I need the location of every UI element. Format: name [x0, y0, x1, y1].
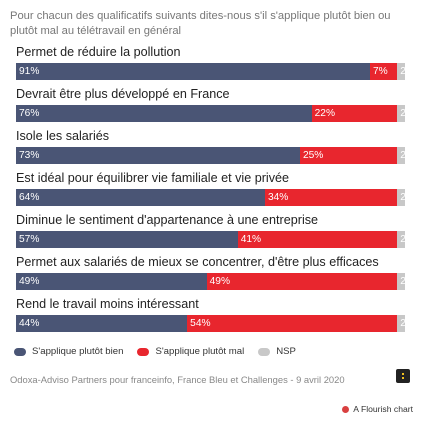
bar-segment[interactable]	[311, 105, 398, 122]
bar-value-label: 73%	[19, 150, 40, 161]
category-label: Rend le travail moins intéressant	[16, 297, 199, 311]
bar-value-label: 57%	[19, 234, 40, 245]
bar-value-label: 2	[400, 234, 406, 245]
bar-value-label: 76%	[19, 108, 40, 119]
bar-segment[interactable]	[16, 147, 300, 164]
bar-value-label: 34%	[267, 192, 289, 203]
legend: S'applique plutôt bien S'applique plutôt …	[14, 346, 310, 357]
category-label: Permet de réduire la pollution	[16, 45, 181, 59]
legend-label: NSP	[276, 346, 296, 357]
bar-value-label: 25%	[302, 150, 324, 161]
flourish-logo-icon	[342, 405, 350, 413]
bar-segment[interactable]	[16, 273, 207, 290]
category-label: Diminue le sentiment d'appartenance à un…	[16, 213, 319, 227]
bar-segment[interactable]	[16, 315, 188, 332]
category-label: Isole les salariés	[16, 129, 110, 143]
legend-swatch	[137, 347, 150, 356]
legend-swatch	[14, 347, 26, 356]
bar-value-label: 54%	[190, 318, 211, 329]
bar-segment[interactable]	[206, 273, 398, 290]
legend-label: S'applique plutôt bien	[32, 346, 124, 357]
bar-value-label: 7%	[372, 66, 388, 77]
bar-segment[interactable]	[264, 189, 398, 206]
bar-segment[interactable]	[299, 147, 398, 164]
category-label: Permet aux salariés de mieux se concentr…	[16, 255, 379, 269]
bar-segment[interactable]	[397, 63, 405, 80]
bar-segment[interactable]	[237, 231, 398, 248]
bar-segment[interactable]	[16, 105, 312, 122]
bar-value-label: 2	[400, 318, 406, 329]
bar-segment[interactable]	[397, 147, 405, 164]
legend-item[interactable]: S'applique plutôt bien	[14, 346, 123, 357]
legend-label: S'applique plutôt mal	[155, 346, 245, 357]
bar-value-label: 64%	[19, 192, 40, 203]
bar-segment[interactable]	[16, 231, 238, 248]
bar-value-label: 2	[400, 192, 406, 203]
bar-value-label: 44%	[19, 318, 40, 329]
chart-title: Pour chacun des qualificatifs suivants d…	[10, 10, 391, 37]
bar-segment[interactable]	[187, 315, 398, 332]
bar-segment[interactable]	[397, 231, 405, 248]
source-note: Odoxa-Adviso Partners pour franceinfo, F…	[10, 374, 345, 385]
bar-value-label: 49%	[209, 276, 230, 287]
bar-value-label: 2	[400, 66, 406, 77]
legend-item[interactable]: S'applique plutôt mal	[137, 346, 244, 357]
bar-value-label: 22%	[314, 108, 336, 119]
category-label: Devrait être plus développé en France	[16, 87, 230, 101]
bar-value-label: 2	[400, 108, 406, 119]
bar-value-label: 2	[400, 150, 406, 161]
legend-swatch	[258, 347, 271, 356]
bar-segment[interactable]	[397, 273, 405, 290]
bar-segment[interactable]	[397, 189, 405, 206]
bar-segment[interactable]	[397, 105, 405, 122]
category-label: Est idéal pour équilibrer vie familiale …	[16, 171, 289, 185]
bar-segment[interactable]	[16, 189, 265, 206]
flourish-credit[interactable]: A Flourish chart	[342, 404, 413, 414]
bar-value-label: 49%	[19, 276, 40, 287]
bar-segment[interactable]	[16, 63, 370, 80]
bar-value-label: 91%	[19, 66, 40, 77]
legend-item[interactable]: NSP	[258, 346, 296, 357]
bar-value-label: 41%	[240, 234, 262, 245]
menu-icon[interactable]	[396, 369, 410, 383]
bar-segment[interactable]	[369, 63, 398, 80]
bar-value-label: 2	[400, 276, 406, 287]
bar-segment[interactable]	[397, 315, 405, 332]
flourish-credit-label: A Flourish chart	[353, 404, 413, 414]
